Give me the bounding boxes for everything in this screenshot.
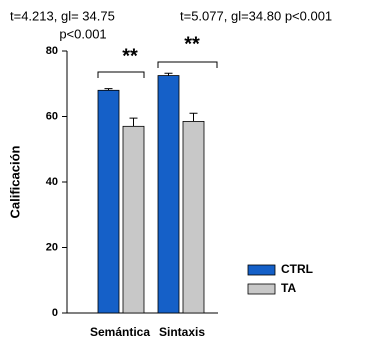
annotation: **: [122, 45, 138, 67]
bracket: [157, 61, 218, 68]
bar: [182, 121, 205, 314]
error-bar: [104, 88, 113, 91]
y-tick-label: 20: [46, 241, 58, 253]
error-bar: [129, 117, 138, 127]
bar: [157, 75, 180, 314]
y-tick-label: 80: [46, 45, 58, 57]
y-tick-label: 40: [46, 176, 58, 188]
x-tick-label: Sintaxis: [159, 325, 205, 339]
bar: [97, 89, 120, 314]
annotation: t=4.213, gl= 34.75: [10, 8, 115, 23]
bar: [122, 125, 145, 314]
annotation: **: [184, 33, 200, 55]
error-bar: [189, 112, 198, 122]
legend-label: CTRL: [281, 262, 313, 276]
annotation: t=5.077, gl=34.80 p<0.001: [180, 8, 332, 23]
legend-swatch: [247, 283, 276, 295]
y-axis-label: Calificación: [7, 145, 22, 218]
annotation: p<0.001: [59, 26, 106, 41]
x-tick-label: Semántica: [90, 325, 150, 339]
legend-swatch: [247, 264, 276, 276]
error-bar: [164, 72, 173, 76]
y-tick-label: 60: [46, 110, 58, 122]
bracket: [97, 71, 145, 78]
y-tick-label: 0: [52, 307, 58, 319]
legend-label: TA: [281, 281, 296, 295]
